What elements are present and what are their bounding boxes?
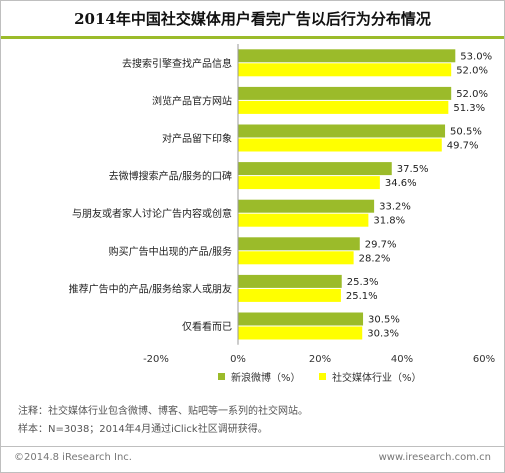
x-tick-label: 60% bbox=[473, 354, 495, 365]
bar-series-1 bbox=[238, 49, 456, 63]
data-label-series-1: 30.5% bbox=[368, 315, 400, 326]
bar-series-1 bbox=[238, 124, 446, 138]
legend-label-series-1: 新浪微博（%） bbox=[231, 373, 301, 384]
data-label-series-2: 28.2% bbox=[359, 253, 391, 264]
data-label-series-1: 37.5% bbox=[397, 164, 429, 175]
data-label-series-1: 29.7% bbox=[365, 239, 397, 250]
data-label-series-2: 25.1% bbox=[346, 291, 378, 302]
bar-series-2 bbox=[238, 213, 369, 227]
data-label-series-2: 31.8% bbox=[373, 216, 405, 227]
category-label: 浏览产品官方网站 bbox=[152, 94, 232, 107]
category-label: 去微博搜索产品/服务的口碑 bbox=[109, 170, 232, 183]
bar-series-2 bbox=[238, 138, 442, 152]
bar-series-2 bbox=[238, 100, 449, 114]
data-label-series-1: 53.0% bbox=[460, 51, 492, 62]
note-line-1: 注释：社交媒体行业包含微博、博客、贴吧等一系列的社交网站。 bbox=[18, 406, 308, 417]
x-tick-label: 0% bbox=[230, 354, 246, 365]
legend-label-series-2: 社交媒体行业（%） bbox=[332, 373, 422, 384]
note-line-2: 样本：N=3038；2014年4月通过iClick社区调研获得。 bbox=[18, 424, 268, 435]
footer-website: www.iresearch.com.cn bbox=[378, 452, 491, 463]
category-label: 去搜索引擎查找产品信息 bbox=[122, 57, 232, 70]
bar-series-2 bbox=[238, 63, 452, 77]
bar-series-2 bbox=[238, 176, 380, 190]
data-label-series-2: 34.6% bbox=[385, 178, 417, 189]
data-label-series-1: 25.3% bbox=[347, 277, 379, 288]
data-label-series-2: 51.3% bbox=[453, 103, 485, 114]
bar-series-1 bbox=[238, 86, 452, 100]
title-divider bbox=[1, 36, 504, 39]
bar-series-2 bbox=[238, 251, 354, 265]
category-label: 推荐广告中的产品/服务给家人或朋友 bbox=[69, 282, 232, 295]
bar-series-1 bbox=[238, 199, 375, 213]
footer-copyright: ©2014.8 iResearch Inc. bbox=[14, 452, 132, 463]
footer-divider bbox=[1, 446, 504, 447]
data-label-series-2: 52.0% bbox=[456, 65, 488, 76]
bar-series-1 bbox=[238, 237, 360, 251]
legend-swatch-series-2 bbox=[319, 373, 326, 380]
x-tick-label: 20% bbox=[309, 354, 331, 365]
bar-series-2 bbox=[238, 288, 341, 302]
category-label: 仅看看而已 bbox=[182, 320, 232, 333]
data-label-series-1: 33.2% bbox=[379, 202, 411, 213]
bar-chart: 去搜索引擎查找产品信息 53.0% 52.0% 浏览产品官方网站 52.0% 51.3% 对… bbox=[69, 44, 495, 365]
bar-series-1 bbox=[238, 312, 364, 326]
bar-series-1 bbox=[238, 162, 392, 176]
legend-item-series-2: 社交媒体行业（%） bbox=[319, 373, 422, 385]
data-label-series-1: 50.5% bbox=[450, 127, 482, 138]
category-label: 对产品留下印象 bbox=[162, 132, 232, 145]
chart-title: 2014年中国社交媒体用户看完广告以后行为分布情况 bbox=[74, 10, 431, 28]
bar-series-2 bbox=[238, 326, 363, 340]
data-label-series-2: 49.7% bbox=[447, 141, 479, 152]
legend-item-series-1: 新浪微博（%） bbox=[218, 373, 301, 385]
legend-swatch-series-1 bbox=[218, 373, 225, 380]
category-label: 购买广告中出现的产品/服务 bbox=[109, 245, 232, 258]
data-label-series-1: 52.0% bbox=[456, 89, 488, 100]
bar-series-1 bbox=[238, 274, 342, 288]
x-tick-label: 40% bbox=[391, 354, 413, 365]
x-tick-label: -20% bbox=[143, 354, 169, 365]
category-label: 与朋友或者家人讨论广告内容或创意 bbox=[72, 207, 232, 220]
data-label-series-2: 30.3% bbox=[367, 329, 399, 340]
